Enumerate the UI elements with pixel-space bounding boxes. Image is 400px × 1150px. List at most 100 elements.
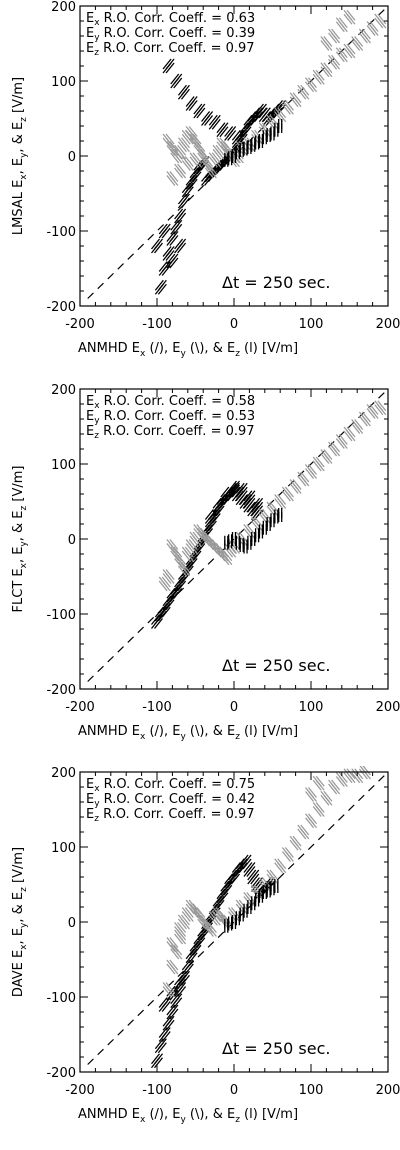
data-point-ey bbox=[207, 539, 217, 551]
data-point-ey bbox=[212, 546, 222, 558]
data-point-ey bbox=[254, 129, 264, 141]
data-point-ey bbox=[304, 81, 315, 93]
data-point-ex bbox=[258, 107, 268, 119]
data-point-ey bbox=[211, 914, 221, 926]
data-point-ey bbox=[177, 144, 187, 156]
data-point-ey bbox=[204, 535, 214, 547]
data-point-ex bbox=[150, 238, 161, 250]
data-point-ey bbox=[177, 554, 187, 565]
data-point-ey bbox=[361, 411, 371, 423]
data-point-ex bbox=[201, 171, 211, 182]
data-point-ex bbox=[196, 163, 206, 175]
data-point-ex bbox=[170, 223, 180, 235]
x-tick-label: -200 bbox=[65, 317, 95, 332]
data-point-ex bbox=[177, 84, 187, 96]
data-point-ey bbox=[307, 813, 318, 825]
data-point-ey bbox=[307, 817, 318, 829]
data-point-ex bbox=[188, 178, 198, 190]
data-point-ex bbox=[162, 62, 172, 74]
data-point-ex bbox=[204, 115, 214, 126]
data-point-ex bbox=[169, 1008, 179, 1020]
data-point-ey bbox=[277, 107, 287, 119]
data-point-ey bbox=[366, 25, 376, 36]
data-point-ey bbox=[358, 768, 368, 780]
data-point-ey bbox=[331, 28, 341, 40]
data-point-ex bbox=[166, 1008, 176, 1020]
data-point-ey bbox=[315, 69, 325, 81]
series-ey bbox=[158, 400, 387, 592]
data-point-ey bbox=[177, 558, 187, 569]
data-point-ey bbox=[351, 423, 361, 434]
chart-panel-lmsal: -200 -200 -100 -100 0 0 100 100 200 200 ANMHD Ex (… bbox=[11, 0, 400, 359]
data-point-ey bbox=[338, 17, 348, 29]
data-point-ex bbox=[231, 133, 241, 145]
data-point-ey bbox=[289, 96, 299, 108]
data-point-ey bbox=[312, 460, 322, 472]
corr-annotation: Ez R.O. Corr. Coeff. = 0.97 bbox=[86, 424, 255, 441]
data-point-ey bbox=[346, 13, 356, 25]
data-point-ey bbox=[223, 141, 233, 152]
delta-t-label: Δt = 250 sec. bbox=[222, 1039, 330, 1058]
data-point-ey bbox=[166, 175, 176, 186]
data-point-ey bbox=[238, 899, 248, 911]
data-point-ex bbox=[242, 858, 252, 870]
data-point-ey bbox=[169, 937, 179, 948]
data-point-ey bbox=[281, 103, 291, 115]
data-point-ey bbox=[343, 47, 353, 59]
data-point-ey bbox=[300, 84, 310, 96]
data-point-ey bbox=[215, 144, 225, 156]
data-point-ey bbox=[297, 475, 307, 487]
y-tick-label: -200 bbox=[46, 683, 76, 698]
data-point-ex bbox=[173, 77, 183, 89]
data-point-ey bbox=[197, 918, 207, 930]
data-point-ey bbox=[377, 400, 387, 412]
data-point-ex bbox=[162, 1019, 172, 1031]
data-point-ey bbox=[277, 862, 287, 874]
data-point-ey bbox=[281, 490, 291, 502]
data-point-ey bbox=[361, 768, 371, 780]
data-point-ey bbox=[323, 453, 333, 464]
data-point-ex bbox=[243, 862, 253, 873]
data-point-ex bbox=[158, 606, 168, 618]
data-point-ex bbox=[180, 974, 190, 986]
data-point-ey bbox=[211, 156, 221, 168]
data-point-ex bbox=[161, 1031, 171, 1042]
data-point-ex bbox=[188, 100, 198, 111]
data-point-ey bbox=[181, 160, 191, 171]
y-tick-label: -100 bbox=[46, 608, 76, 623]
data-point-ey bbox=[335, 51, 345, 63]
data-point-ex bbox=[181, 561, 191, 573]
data-point-ey bbox=[362, 766, 371, 776]
data-point-ey bbox=[189, 156, 199, 168]
data-point-ex bbox=[192, 550, 202, 562]
data-point-ey bbox=[227, 543, 238, 554]
data-point-ey bbox=[219, 914, 229, 926]
data-point-ex bbox=[227, 877, 237, 889]
data-point-ey bbox=[177, 148, 187, 160]
data-point-ex bbox=[239, 858, 249, 870]
data-point-ey bbox=[184, 546, 194, 558]
data-point-ey bbox=[181, 911, 191, 922]
data-point-ey bbox=[207, 163, 217, 175]
data-point-ey bbox=[169, 145, 179, 156]
data-point-ex bbox=[220, 490, 230, 502]
data-point-ey bbox=[188, 543, 198, 554]
series-ez bbox=[224, 508, 283, 554]
data-point-ey bbox=[338, 772, 348, 783]
data-point-ey bbox=[261, 513, 271, 524]
data-point-ex bbox=[166, 235, 176, 246]
data-point-ex bbox=[165, 599, 175, 611]
data-point-ex bbox=[185, 178, 195, 190]
data-point-ey bbox=[207, 535, 217, 547]
data-point-ey bbox=[180, 141, 190, 153]
data-point-ey bbox=[312, 73, 322, 85]
data-point-ey bbox=[177, 141, 187, 153]
data-point-ey bbox=[207, 926, 217, 937]
data-point-ey bbox=[184, 133, 194, 145]
data-point-ey bbox=[180, 565, 190, 577]
data-point-ex bbox=[185, 174, 195, 186]
data-point-ex bbox=[158, 1027, 168, 1038]
data-point-ex bbox=[174, 580, 184, 592]
data-point-ey bbox=[323, 40, 333, 51]
data-point-ex bbox=[215, 505, 225, 517]
